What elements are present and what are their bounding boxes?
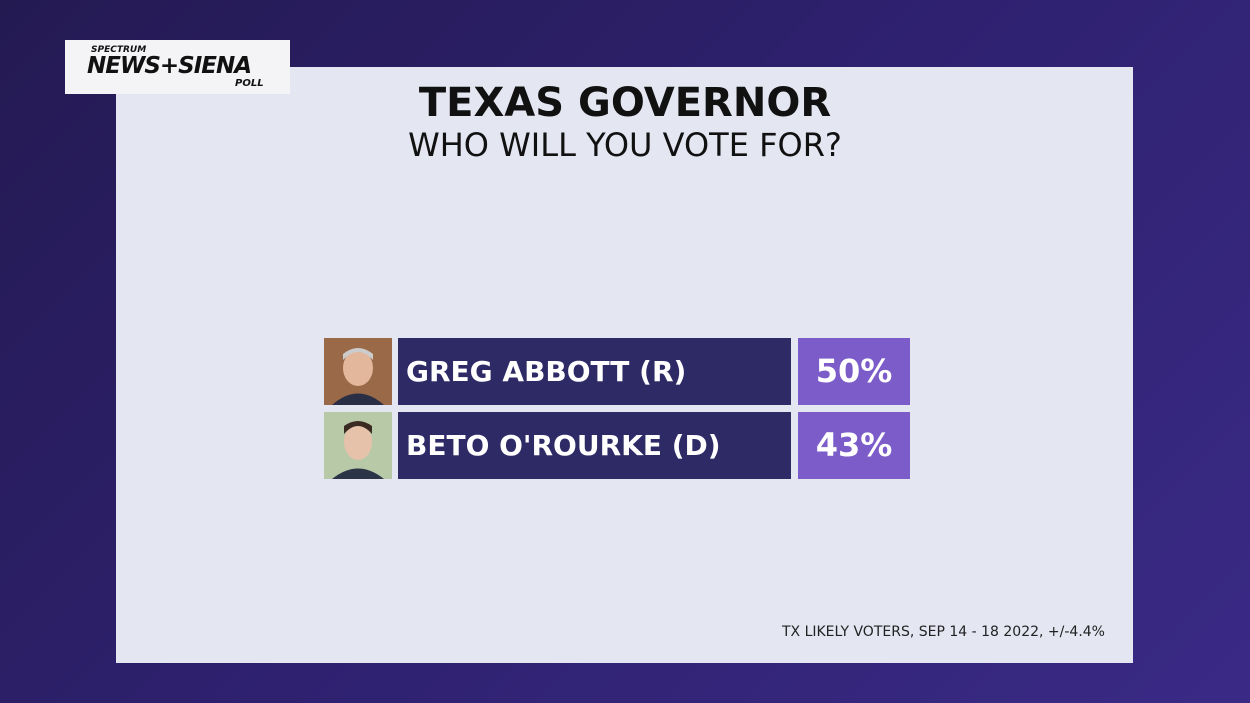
candidate-name: BETO O'ROURKE (D) — [398, 412, 791, 479]
candidate-value: 50% — [798, 338, 910, 405]
photo-art — [324, 338, 392, 405]
logo-top: SPECTRUM — [91, 45, 147, 55]
logo: SPECTRUM NEWS+SIENA POLL — [65, 40, 290, 94]
candidate-photo — [324, 338, 392, 405]
photo-art — [324, 412, 392, 479]
footnote: TX LIKELY VOTERS, SEP 14 - 18 2022, +/-4… — [781, 624, 1105, 640]
logo-main: NEWS+SIENA — [87, 53, 252, 79]
candidate-photo — [324, 412, 392, 479]
candidate-name: GREG ABBOTT (R) — [398, 338, 791, 405]
subtitle: WHO WILL YOU VOTE FOR? — [408, 126, 842, 164]
logo-bottom: POLL — [235, 78, 264, 89]
candidate-value: 43% — [798, 412, 910, 479]
title: TEXAS GOVERNOR — [418, 80, 832, 126]
